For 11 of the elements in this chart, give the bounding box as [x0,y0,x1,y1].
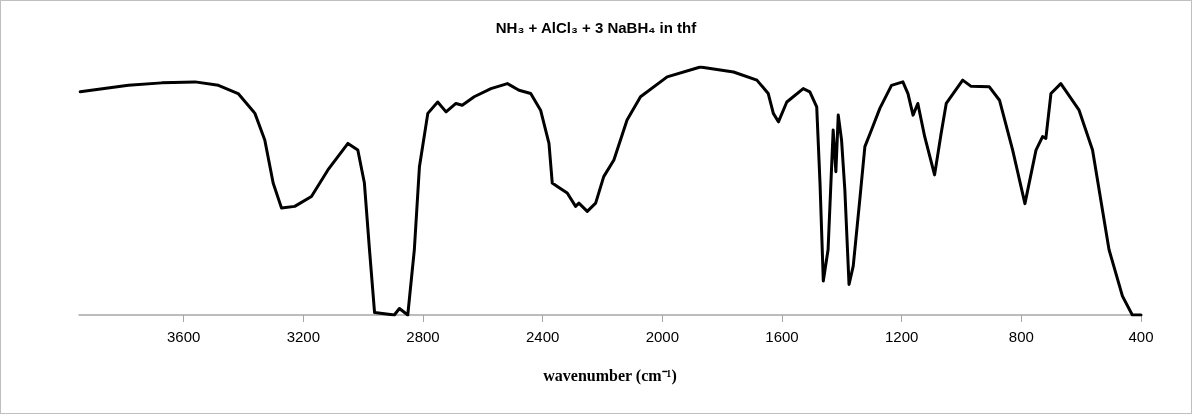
x-tick-label: 2800 [406,328,440,345]
x-tick-label: 3600 [167,328,201,345]
x-tick-label: 400 [1128,328,1154,345]
x-tick-label: 1600 [765,328,799,345]
x-tick-label: 1200 [884,328,919,345]
chart-title: NH₃ + AlCl₃ + 3 NaBH₄ in thf [495,19,698,36]
x-tick-label: 2400 [526,328,560,345]
x-tick-label: 3200 [286,328,321,345]
x-tick-label: 2000 [645,328,680,345]
x-axis-title: wavenumber (cm⁻¹) [543,366,677,385]
x-tick-label: 800 [1008,328,1034,345]
